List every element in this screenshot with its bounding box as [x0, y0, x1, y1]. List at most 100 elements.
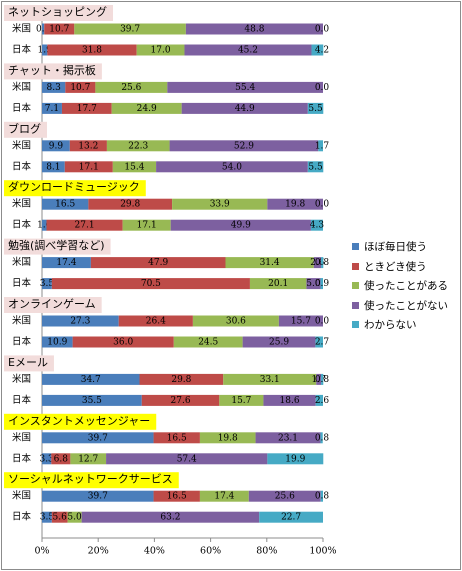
bar-segment [112, 161, 157, 173]
bar-segment [70, 453, 107, 465]
bar-segment [106, 453, 268, 465]
data-label: 70.5 [141, 279, 161, 289]
data-label: 35.5 [82, 396, 102, 406]
data-label: 3.5 [40, 513, 55, 523]
bar-segment [111, 102, 182, 114]
bar-segment [42, 219, 47, 231]
data-label: 19.9 [285, 454, 305, 464]
bar-segment [169, 140, 319, 152]
bar-segment [315, 394, 323, 406]
bar-segment [199, 490, 249, 502]
bar-segment [156, 161, 308, 173]
data-label: 19.8 [285, 200, 305, 210]
data-label: 39.7 [88, 433, 108, 443]
data-label: 0.8 [315, 258, 330, 268]
legend-item: 使ったことがない [352, 296, 458, 316]
bar-segment [311, 44, 324, 56]
country-label: 日本 [12, 336, 32, 348]
category-title-highlight [4, 297, 102, 313]
bar-segment [51, 278, 250, 290]
bar-segment [316, 373, 322, 385]
bar-segment [321, 257, 324, 269]
category-title: ネットショッピング [8, 5, 107, 19]
data-label: 27.1 [75, 221, 95, 231]
bar-segment [74, 23, 186, 35]
bar-segment [47, 44, 137, 56]
bar-segment [307, 102, 324, 114]
data-label: 44.9 [235, 104, 255, 114]
data-label: 1.9 [38, 46, 53, 56]
data-label: 22.7 [281, 513, 301, 523]
x-tick-label: 100% [309, 546, 336, 557]
data-label: 31.4 [260, 258, 280, 268]
country-label: 米国 [12, 23, 31, 35]
data-label: 57.4 [177, 454, 197, 464]
data-label: 29.8 [120, 200, 140, 210]
category-title: ソーシャルネットワークサービス [8, 473, 173, 486]
category-title: Eメール [8, 356, 48, 369]
data-label: 20.1 [268, 279, 288, 289]
bar-segment [219, 394, 264, 406]
category-title: ダウンロードミュージック [8, 180, 140, 194]
data-label: 33.9 [210, 200, 230, 210]
data-label: 52.9 [234, 141, 254, 151]
bar-segment [42, 44, 48, 56]
bar-segment [42, 257, 91, 269]
data-label: 8.1 [46, 162, 60, 172]
data-label: 8.3 [46, 83, 61, 93]
category-title: ブログ [8, 121, 41, 135]
data-label: 55.4 [235, 83, 255, 93]
bar-segment [51, 511, 68, 523]
bar-segment [318, 140, 323, 152]
data-label: 16.5 [55, 200, 75, 210]
data-label: 9.9 [49, 141, 64, 151]
country-label: 日本 [12, 511, 32, 523]
bar-segment [42, 140, 70, 152]
bar-segment [72, 336, 174, 348]
category-title-highlight [4, 413, 157, 430]
bar-segment [122, 219, 171, 231]
bar-segment [42, 198, 89, 210]
bar-segment [255, 432, 321, 444]
data-label: 6.8 [54, 454, 69, 464]
data-label: 24.9 [137, 104, 157, 114]
bar-segment [42, 453, 52, 465]
data-label: 29.8 [171, 375, 191, 385]
country-label: 日本 [12, 102, 32, 114]
x-tick-label: 80% [256, 546, 277, 557]
bar-segment [81, 511, 260, 523]
data-label: 17.1 [79, 162, 99, 172]
legend-item: ときどき使う [352, 257, 458, 277]
data-label: 47.9 [148, 258, 168, 268]
data-label: 54.0 [222, 162, 242, 172]
data-label: 15.4 [124, 162, 144, 172]
category-title-highlight [4, 5, 113, 21]
legend-label: ほぼ毎日使う [364, 241, 427, 254]
legend-label: 使ったことがある [364, 280, 448, 293]
legend-swatch [352, 262, 359, 270]
legend-swatch [352, 301, 359, 309]
legend-label: わからない [364, 319, 417, 332]
x-tick-label: 60% [200, 546, 221, 557]
data-label: 39.7 [120, 25, 140, 35]
bar-segment [64, 161, 113, 173]
chart-legend: ほぼ毎日使うときどき使う使ったことがある使ったことがないわからない [352, 237, 458, 335]
data-label: 16.5 [167, 492, 187, 502]
country-label: 日本 [12, 160, 32, 172]
data-label: 39.7 [88, 492, 108, 502]
bar-segment [242, 336, 316, 348]
data-label: 0.8 [315, 375, 330, 385]
bar-segment [118, 315, 193, 327]
data-label: 0.0 [315, 317, 330, 327]
data-label: 5.0 [306, 279, 321, 289]
bar-segment [249, 278, 307, 290]
bar-segment [181, 102, 308, 114]
category-title: 勉強(調べ学習など) [8, 238, 105, 252]
data-label: 1.7 [315, 141, 330, 151]
country-label: 日本 [12, 44, 32, 56]
bar-segment [106, 140, 170, 152]
data-label: 5.5 [308, 162, 323, 172]
bar-segment [42, 490, 154, 502]
data-label: 10.9 [47, 338, 67, 348]
bar-segment [67, 511, 82, 523]
